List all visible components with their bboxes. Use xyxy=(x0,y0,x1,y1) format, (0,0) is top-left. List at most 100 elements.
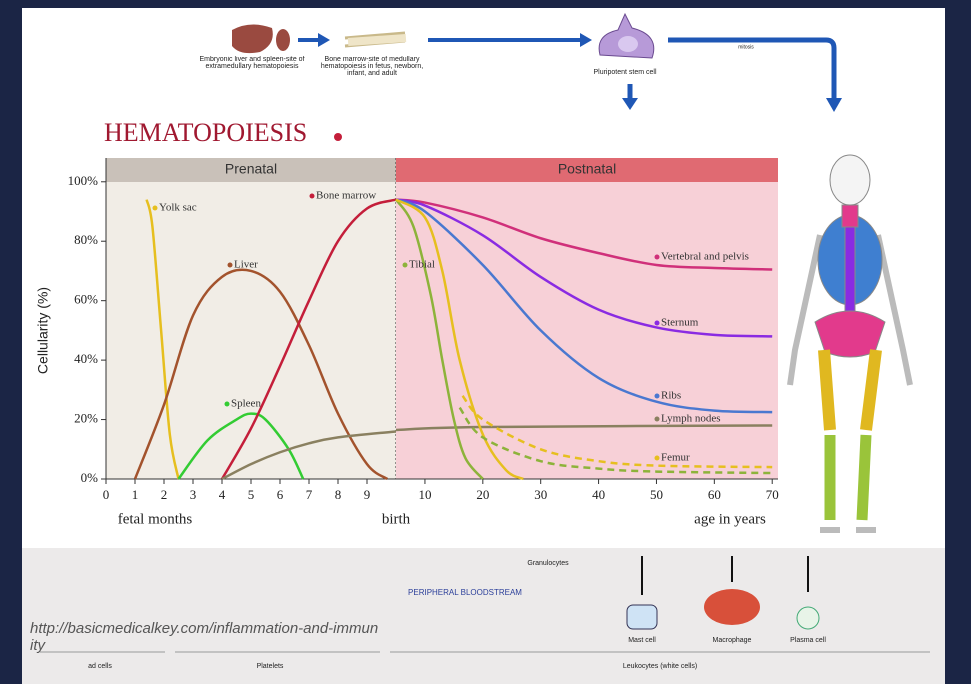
series-label: Vertebral and pelvis xyxy=(661,251,749,263)
sternum xyxy=(841,204,859,228)
series-line xyxy=(461,394,773,469)
caption: mitosis xyxy=(738,44,754,50)
x-tick-label: 3 xyxy=(190,487,197,502)
x-tick-label: 20 xyxy=(476,487,489,502)
y-axis-label: Cellularity (%) xyxy=(35,287,51,374)
skeleton xyxy=(787,154,913,533)
x-tick-label: 40 xyxy=(592,487,605,502)
label-dot xyxy=(224,401,230,407)
x-tick-label: 6 xyxy=(277,487,284,502)
plasma-cell-icon xyxy=(796,606,820,630)
series-label: Ribs xyxy=(661,390,681,402)
x-tick-label: 0 xyxy=(103,487,110,502)
caption: Embryonic liver and spleen-site of extra… xyxy=(199,56,305,70)
bone-icon xyxy=(347,33,407,47)
x-tick-label: 30 xyxy=(534,487,547,502)
series-label: Tibial xyxy=(409,259,435,271)
charts: Prenatal 0 1 2 3 4 5 6 7 8 9 0% 20% 40% 60% 80% 100% Cell… xyxy=(35,158,779,527)
series-label: Sternum xyxy=(661,317,699,329)
x-tick-label: 8 xyxy=(335,487,342,502)
y-tick-label: 40% xyxy=(74,351,98,366)
label: PERIPHERAL BLOODSTREAM xyxy=(408,588,522,597)
x-tick-label: 70 xyxy=(766,487,779,502)
panel-header xyxy=(396,158,778,182)
bottom-diagram: Granulocytes PERIPHERAL BLOODSTREAM Mast… xyxy=(40,556,930,670)
arrows xyxy=(641,556,809,595)
tibias xyxy=(824,434,872,521)
nucleus xyxy=(618,36,638,52)
series-line xyxy=(395,198,524,481)
macrophage-icon xyxy=(704,589,760,625)
series-line xyxy=(395,198,773,338)
birth-label: birth xyxy=(382,511,411,527)
label: Granulocytes xyxy=(527,560,569,567)
femurs xyxy=(818,349,882,431)
series-line xyxy=(395,198,773,414)
x-tick-label: 5 xyxy=(248,487,255,502)
label-dot xyxy=(654,393,660,399)
panel-header xyxy=(106,158,396,182)
label-dot xyxy=(309,193,315,199)
series-line xyxy=(458,406,773,475)
arms xyxy=(787,234,913,386)
caption-box: Embryonic liver and spleen-site of extra… xyxy=(199,56,305,70)
chart-title: HEMATOPOIESIS xyxy=(104,118,307,147)
series-label: Yolk sac xyxy=(159,202,197,214)
x-tick-label: 50 xyxy=(650,487,663,502)
label: Platelets xyxy=(257,663,284,670)
title-dot xyxy=(334,133,342,141)
series-label: Lymph nodes xyxy=(661,413,721,425)
series-line xyxy=(395,198,773,271)
plot-bg xyxy=(106,158,396,479)
label-dot xyxy=(402,262,408,268)
label-dot xyxy=(654,254,660,260)
label: Mast cell xyxy=(628,637,656,644)
x-axis-label: fetal months xyxy=(118,511,193,527)
stem-cell-icon xyxy=(598,12,655,59)
x-axis-label: age in years xyxy=(694,511,766,527)
plot-bg xyxy=(396,158,778,479)
caption: Bone marrow-site of medullary hematopoie… xyxy=(320,56,424,77)
series-line xyxy=(221,430,397,481)
y-tick-label: 0% xyxy=(81,470,99,485)
source-url: http://basicmedicalkey.com/inflammation-… xyxy=(30,620,379,654)
x-tick-label: 2 xyxy=(161,487,168,502)
series-label: Bone marrow xyxy=(316,190,376,202)
panel-header-label: Prenatal xyxy=(225,161,277,177)
arrow xyxy=(826,98,842,112)
label: ad cells xyxy=(88,663,112,670)
label: Plasma cell xyxy=(790,637,826,644)
arrow xyxy=(668,37,837,100)
x-tick-label: 60 xyxy=(708,487,721,502)
series-line xyxy=(394,198,484,480)
x-tick-label: 10 xyxy=(418,487,431,502)
arrow xyxy=(580,33,592,47)
label: Leukocytes (white cells) xyxy=(623,663,697,670)
panel-header-label: Postnatal xyxy=(558,161,616,177)
series-line xyxy=(145,199,180,480)
bottom-panel xyxy=(22,548,945,684)
arrow xyxy=(622,98,638,110)
label-dot xyxy=(654,416,660,422)
mast-cell-icon xyxy=(626,604,658,630)
y-tick-label: 60% xyxy=(74,292,98,307)
series-label: Spleen xyxy=(231,398,261,410)
y-tick-label: 100% xyxy=(68,173,99,188)
arrow xyxy=(318,33,330,47)
skull xyxy=(829,154,871,206)
label: Macrophage xyxy=(713,637,752,644)
label-dot xyxy=(654,455,660,461)
y-tick-label: 80% xyxy=(74,232,98,247)
label-dot xyxy=(227,262,233,268)
x-tick-label: 7 xyxy=(306,487,313,502)
pelvis xyxy=(814,310,886,358)
series-label: Liver xyxy=(234,259,258,271)
top-diagram: Embryonic liver and spleen-site of extra… xyxy=(199,12,842,112)
liver-icon xyxy=(232,24,273,54)
x-tick-label: 1 xyxy=(132,487,139,502)
y-tick-label: 20% xyxy=(74,411,98,426)
caption: Pluripotent stem cell xyxy=(593,69,656,76)
series-line xyxy=(220,198,397,480)
